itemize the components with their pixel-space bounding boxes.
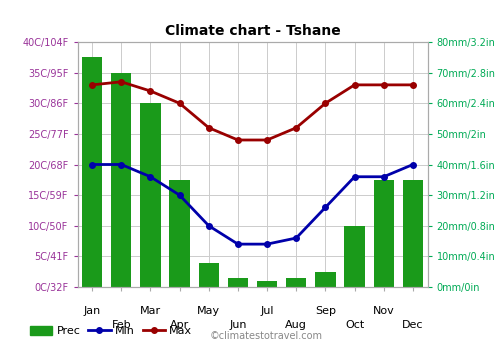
Text: Feb: Feb [112,320,131,330]
Bar [286,278,306,287]
Bar [374,180,394,287]
Bar [228,278,248,287]
Bar [344,226,365,287]
Text: Dec: Dec [402,320,423,330]
Bar [140,103,160,287]
Bar [257,281,278,287]
Text: Nov: Nov [373,306,394,316]
Text: May: May [197,306,220,316]
Text: Aug: Aug [286,320,307,330]
Text: Jul: Jul [260,306,274,316]
Legend: Prec, Min, Max: Prec, Min, Max [26,322,197,341]
Text: Mar: Mar [140,306,161,316]
Text: Jun: Jun [229,320,246,330]
Bar [198,262,219,287]
Text: Jan: Jan [84,306,100,316]
Bar [315,272,336,287]
Text: Apr: Apr [170,320,189,330]
Bar [170,180,190,287]
Title: Climate chart - Tshane: Climate chart - Tshane [164,24,340,38]
Bar [82,57,102,287]
Text: Sep: Sep [315,306,336,316]
Text: Oct: Oct [345,320,364,330]
Bar [111,73,132,287]
Bar [402,180,423,287]
Text: ©climatestotravel.com: ©climatestotravel.com [210,331,323,341]
